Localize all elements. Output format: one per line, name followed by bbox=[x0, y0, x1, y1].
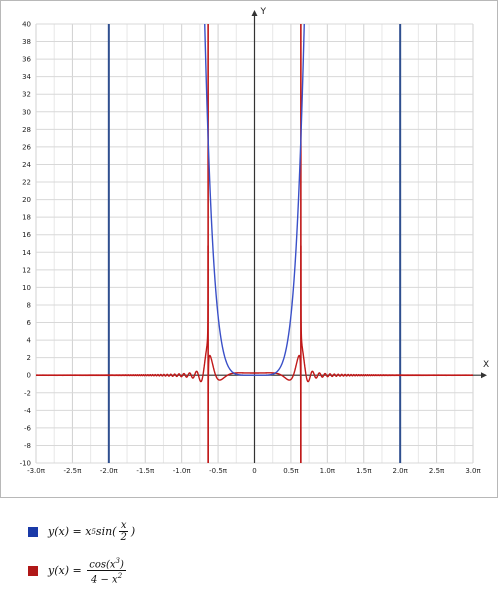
y-tick-label: 10 bbox=[22, 284, 31, 292]
y-tick-label: 14 bbox=[22, 249, 31, 257]
y-axis-label: Y bbox=[260, 7, 267, 17]
y-tick-label: 32 bbox=[22, 91, 31, 99]
legend-item-red: y(x) = cos(x3) 4 − x2 bbox=[28, 556, 128, 586]
y-tick-label: 38 bbox=[22, 38, 31, 46]
y-tick-label: 20 bbox=[22, 196, 31, 204]
plot-area bbox=[0, 0, 498, 498]
y-tick-label: 26 bbox=[22, 143, 31, 151]
y-tick-label: 4 bbox=[27, 337, 32, 345]
y-tick-label: 24 bbox=[22, 161, 31, 169]
denominator-exponent: 2 bbox=[117, 572, 123, 581]
y-tick-label: 34 bbox=[22, 73, 31, 81]
x-tick-label: 0.5π bbox=[283, 467, 299, 475]
y-tick-label: 30 bbox=[22, 108, 31, 116]
y-tick-label: 6 bbox=[27, 319, 32, 327]
fraction-denominator: 2 bbox=[120, 532, 127, 543]
formula-lhs: y(x) bbox=[48, 564, 70, 578]
fraction-numerator: x bbox=[118, 520, 129, 532]
x-tick-label: 1.5π bbox=[356, 467, 372, 475]
series-line-blue bbox=[204, 24, 305, 376]
y-tick-label: 2 bbox=[27, 354, 31, 362]
fraction-numerator: cos(x3) bbox=[87, 556, 126, 572]
y-tick-label: 16 bbox=[22, 231, 31, 239]
legend-item-blue: y(x) = x 5 sin(x 2) bbox=[28, 520, 135, 543]
x-tick-label: 2.5π bbox=[429, 467, 445, 475]
legend-swatch-red bbox=[28, 565, 38, 576]
x-tick-label: -2.5π bbox=[63, 467, 82, 475]
x-tick-label: -3.0π bbox=[27, 467, 46, 475]
y-tick-label: 22 bbox=[22, 179, 31, 187]
x-tick-label: 1.0π bbox=[320, 467, 336, 475]
x-tick-label: -2.0π bbox=[100, 467, 119, 475]
y-tick-label: 36 bbox=[22, 56, 31, 64]
y-axis-arrow bbox=[251, 10, 258, 16]
fraction-denominator: 4 − x2 bbox=[89, 571, 124, 585]
formula-fraction: cos(x3) 4 − x2 bbox=[87, 556, 126, 586]
denominator-text: 4 − x bbox=[90, 574, 118, 586]
y-tick-label: 8 bbox=[27, 301, 31, 309]
numerator-text: cos(x bbox=[89, 559, 116, 571]
y-tick-label: 18 bbox=[22, 214, 31, 222]
y-tick-label: 40 bbox=[22, 21, 31, 29]
y-tick-label: 0 bbox=[27, 372, 31, 380]
y-tick-label: 12 bbox=[22, 266, 31, 274]
x-tick-label: 0 bbox=[252, 467, 256, 475]
y-tick-label: -8 bbox=[24, 442, 31, 450]
x-tick-label: 3.0π bbox=[465, 467, 481, 475]
y-tick-label: -10 bbox=[20, 460, 31, 468]
numerator-exponent: 3 bbox=[115, 557, 120, 565]
x-axis-label: X bbox=[483, 360, 489, 370]
x-tick-label: -0.5π bbox=[209, 467, 228, 475]
series-line-red bbox=[36, 245, 473, 463]
formula-close: ) bbox=[130, 525, 136, 538]
legend-swatch-blue bbox=[28, 526, 38, 537]
formula-exponent: 5 bbox=[91, 527, 96, 536]
formula-term: x bbox=[85, 525, 92, 538]
formula-fn: sin( bbox=[95, 525, 117, 538]
y-tick-label: -6 bbox=[24, 424, 32, 432]
x-tick-label: -1.5π bbox=[136, 467, 155, 475]
x-axis-arrow bbox=[481, 372, 487, 379]
y-tick-label: 28 bbox=[22, 126, 31, 134]
chart-svg: X Y -3.0π -2.5π -2.0π -1.5π -1.0π -0.5π 0 0.5π 1.0… bbox=[20, 7, 490, 475]
formula-lhs: y(x) bbox=[48, 525, 70, 538]
legend-formula-blue: y(x) = x 5 sin(x 2) bbox=[48, 520, 135, 543]
y-tick-label: -2 bbox=[24, 389, 31, 397]
x-tick-label: 2.0π bbox=[392, 467, 408, 475]
formula-eq: = bbox=[72, 564, 82, 578]
numerator-close: ) bbox=[120, 559, 124, 571]
legend-formula-red: y(x) = cos(x3) 4 − x2 bbox=[48, 556, 128, 586]
formula-eq: = bbox=[72, 525, 82, 538]
y-tick-label: -4 bbox=[24, 407, 32, 415]
x-tick-label: -1.0π bbox=[173, 467, 192, 475]
